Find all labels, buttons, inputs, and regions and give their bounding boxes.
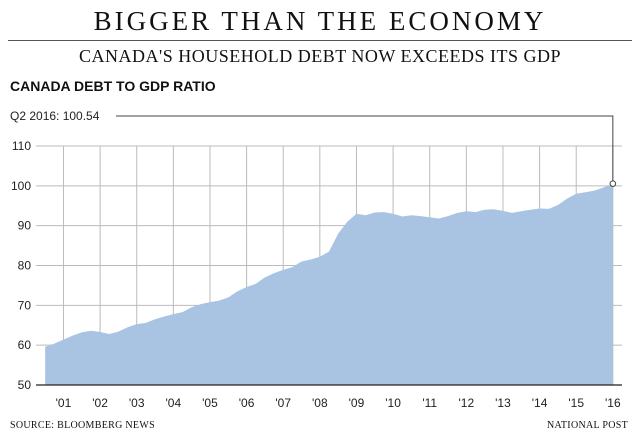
x-tick-label: '06 [239, 396, 255, 410]
subheadline: CANADA'S HOUSEHOLD DEBT NOW EXCEEDS ITS … [78, 46, 562, 66]
source-note: SOURCE: BLOOMBERG NEWS [10, 420, 155, 431]
x-tick-label: '15 [568, 396, 584, 410]
y-tick-label: 90 [18, 219, 32, 233]
y-tick-label: 80 [18, 259, 32, 273]
annotation-label: Q2 2016: 100.54 [10, 109, 100, 123]
axis-layer: 50 60 70 80 90 100 110 '01 '02 '03 '04 '05 '06 '07 '08… [11, 139, 622, 410]
x-tick-label: '01 [56, 396, 72, 410]
x-tick-label: '09 [349, 396, 365, 410]
x-tick-label: '14 [532, 396, 548, 410]
y-tick-label: 60 [18, 338, 32, 352]
annotation-marker [609, 180, 617, 187]
x-tick-label: '04 [166, 396, 182, 410]
annotation-leader-line [116, 115, 614, 181]
y-tick-label: 100 [11, 179, 31, 193]
y-tick-label: 70 [18, 298, 32, 312]
x-tick-label: '03 [129, 396, 145, 410]
x-tick-label: '07 [275, 396, 291, 410]
x-tick-label: '16 [605, 396, 621, 410]
y-tick-label: 110 [12, 139, 31, 153]
x-tick-label: '08 [312, 396, 328, 410]
publisher-credit: NATIONAL POST [546, 420, 628, 431]
x-tick-label: '12 [459, 396, 475, 410]
x-tick-label: '13 [495, 396, 511, 410]
x-tick-label: '11 [422, 396, 437, 410]
x-tick-label: '02 [92, 396, 108, 410]
area-layer [45, 183, 613, 385]
annotation-layer: Q2 2016: 100.54 [10, 109, 617, 187]
x-tick-label: '05 [202, 396, 218, 410]
chart-title: CANADA DEBT TO GDP RATIO [10, 78, 216, 94]
header-divider [8, 40, 632, 41]
y-tick-label: 50 [18, 378, 32, 392]
headline: BIGGER THAN THE ECONOMY [93, 6, 547, 36]
x-tick-label: '10 [385, 396, 401, 410]
debt-ratio-area [45, 183, 613, 385]
